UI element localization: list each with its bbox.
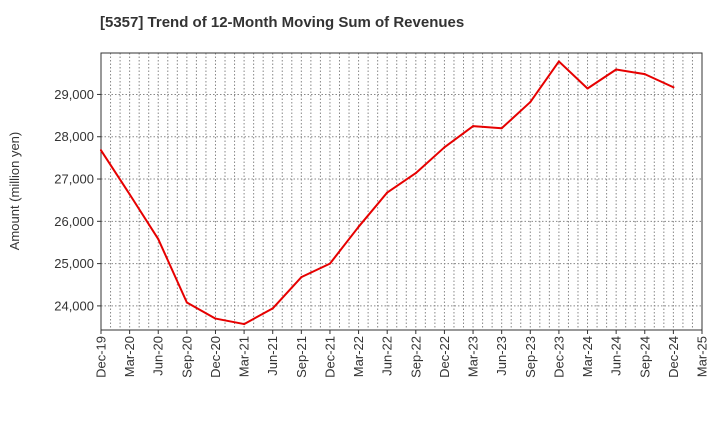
x-tick-label: Dec-19 bbox=[94, 336, 109, 378]
y-tick-label: 27,000 bbox=[54, 172, 94, 187]
chart-title: [5357] Trend of 12-Month Moving Sum of R… bbox=[100, 14, 465, 31]
x-tick-label: Sep-23 bbox=[523, 336, 538, 378]
x-tick-label: Jun-23 bbox=[494, 336, 509, 376]
data-point bbox=[328, 262, 331, 265]
x-tick-label: Dec-20 bbox=[208, 336, 223, 378]
x-tick-label: Dec-22 bbox=[437, 336, 452, 378]
x-tick-label: Mar-20 bbox=[122, 336, 137, 377]
data-point bbox=[672, 86, 675, 89]
x-tick-label: Sep-24 bbox=[637, 336, 652, 378]
x-tick-label: Dec-23 bbox=[551, 336, 566, 378]
y-tick-label: 24,000 bbox=[54, 298, 94, 313]
y-tick-label: 28,000 bbox=[54, 129, 94, 144]
x-tick-label: Dec-24 bbox=[666, 336, 681, 378]
data-point bbox=[643, 73, 646, 76]
x-tick-label: Mar-24 bbox=[580, 336, 595, 377]
data-point bbox=[443, 146, 446, 149]
data-point bbox=[128, 193, 131, 196]
data-point bbox=[500, 127, 503, 130]
y-axis-title: Amount (million yen) bbox=[7, 132, 22, 251]
y-tick-label: 29,000 bbox=[54, 87, 94, 102]
data-point bbox=[472, 125, 475, 128]
y-axis-ticks: 24,000 25,000 26,000 27,000 28,000 29,000 bbox=[54, 87, 101, 313]
x-tick-label: Mar-25 bbox=[695, 336, 710, 377]
data-point bbox=[214, 317, 217, 320]
data-point bbox=[414, 172, 417, 175]
data-point bbox=[386, 191, 389, 194]
x-tick-label: Mar-23 bbox=[466, 336, 481, 377]
data-point bbox=[615, 68, 618, 71]
data-point bbox=[300, 276, 303, 279]
x-tick-label: Jun-20 bbox=[151, 336, 166, 376]
data-point bbox=[271, 307, 274, 310]
x-tick-label: Sep-21 bbox=[294, 336, 309, 378]
series-layer bbox=[100, 60, 675, 326]
x-tick-label: Jun-22 bbox=[380, 336, 395, 376]
x-tick-label: Sep-20 bbox=[179, 336, 194, 378]
x-axis-ticks: Dec-19 Mar-20 Jun-20 Sep-20 Dec-20 Mar-21 Jun-… bbox=[94, 330, 710, 378]
y-tick-label: 25,000 bbox=[54, 256, 94, 271]
data-point bbox=[157, 238, 160, 241]
x-tick-label: Mar-22 bbox=[351, 336, 366, 377]
data-point bbox=[529, 101, 532, 104]
x-tick-label: Jun-21 bbox=[265, 336, 280, 376]
x-tick-label: Mar-21 bbox=[237, 336, 252, 377]
x-tick-label: Dec-21 bbox=[322, 336, 337, 378]
data-point bbox=[243, 323, 246, 326]
y-tick-label: 26,000 bbox=[54, 214, 94, 229]
data-point bbox=[357, 225, 360, 228]
x-tick-label: Jun-24 bbox=[609, 336, 624, 376]
data-point bbox=[586, 87, 589, 90]
grid-lines bbox=[100, 53, 703, 330]
plot-area-frame bbox=[100, 52, 703, 331]
data-point bbox=[185, 301, 188, 304]
x-tick-label: Sep-22 bbox=[408, 336, 423, 378]
data-point bbox=[100, 149, 102, 152]
data-point bbox=[557, 60, 560, 63]
